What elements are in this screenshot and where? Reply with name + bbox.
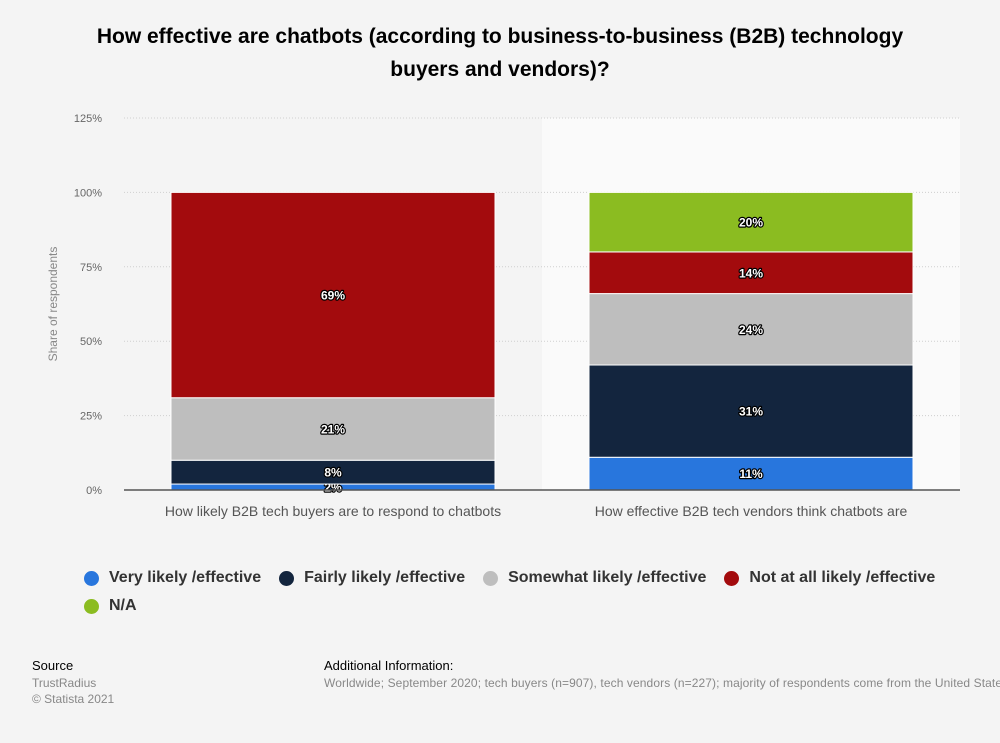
additional-info-block: Additional Information: Worldwide; Septe…	[324, 658, 1000, 691]
y-tick-label: 100%	[74, 187, 102, 199]
source-label: Source	[32, 658, 74, 673]
legend-swatch-icon	[84, 598, 99, 614]
legend-label: Fairly likely /effective	[304, 569, 466, 586]
data-label: 20%	[739, 216, 763, 230]
additional-info-text: Worldwide; September 2020; tech buyers (…	[324, 676, 1000, 690]
y-tick-label: 0%	[86, 485, 102, 497]
y-tick-label: 125%	[74, 113, 102, 125]
bar-segment	[588, 364, 914, 458]
data-label: 31%	[739, 405, 763, 419]
additional-info-label: Additional Information:	[324, 658, 454, 673]
legend-label: Not at all likely /effective	[749, 569, 936, 586]
legend-swatch-icon	[724, 570, 740, 586]
data-label: 21%	[321, 422, 345, 436]
legend-swatch-icon	[84, 570, 99, 586]
bar-segment	[588, 191, 914, 253]
legend-label: N/A	[109, 597, 137, 614]
bar-segment	[588, 251, 914, 295]
source-block: Source TrustRadius © Statista 2021	[32, 658, 114, 707]
x-category-label: How likely B2B tech buyers are to respon…	[165, 503, 501, 519]
bar-segment	[170, 191, 496, 399]
data-label: 14%	[739, 266, 763, 280]
data-label: 24%	[739, 323, 763, 337]
legend-item[interactable]: Somewhat likely /effective	[483, 566, 706, 590]
legend-item[interactable]: Fairly likely /effective	[279, 566, 465, 590]
legend-label: Somewhat likely /effective	[508, 569, 707, 586]
legend-item[interactable]: N/A	[84, 594, 137, 618]
bar-segment	[170, 397, 496, 461]
legend-item[interactable]: Not at all likely /effective	[724, 566, 935, 590]
y-tick-label: 50%	[80, 336, 102, 348]
x-category-label: How effective B2B tech vendors think cha…	[595, 503, 908, 519]
data-label: 11%	[739, 467, 763, 481]
chart-title: How effective are chatbots (according to…	[96, 25, 904, 81]
legend-label: Very likely /effective	[109, 569, 262, 586]
legend-item[interactable]: Very likely /effective	[84, 566, 261, 590]
data-label: 69%	[321, 289, 345, 303]
legend-swatch-icon	[279, 570, 295, 586]
y-tick-label: 25%	[80, 411, 102, 423]
source-name[interactable]: TrustRadius	[32, 676, 97, 690]
y-axis-label: Share of respondents	[46, 247, 60, 362]
copyright-text[interactable]: © Statista 2021	[32, 692, 115, 706]
stacked-bar-chart: 0% 25% 50% 75% 100% 125% Share of respondents 2…	[46, 113, 960, 519]
legend-swatch-icon	[483, 570, 499, 586]
chart-legend: Very likely /effective Fairly likely /eff…	[84, 566, 984, 618]
data-label: 8%	[324, 466, 342, 480]
y-tick-label: 75%	[80, 262, 102, 274]
